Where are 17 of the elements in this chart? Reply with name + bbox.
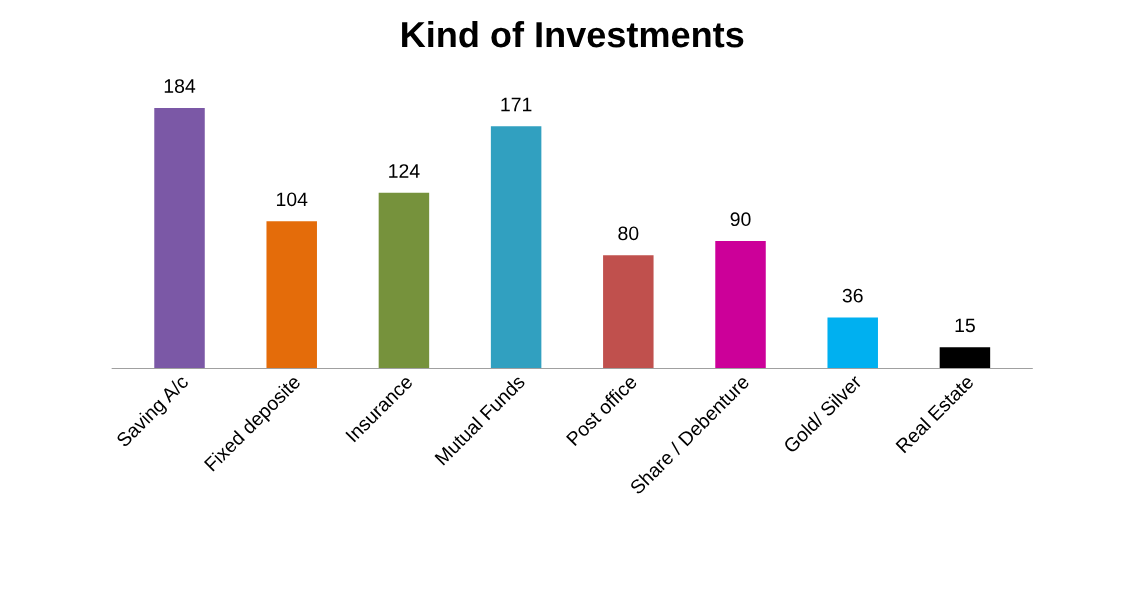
data-label: 36 [842,288,863,303]
bar [827,317,878,369]
data-label: 15 [955,318,975,333]
chart-title: Kind of Investments [402,20,744,48]
bar [490,126,542,369]
bar [266,221,317,369]
data-label: 90 [730,212,751,227]
bar [378,192,430,369]
bar [939,347,991,369]
data-label: 171 [501,97,532,112]
data-label: 184 [164,79,196,93]
data-label: 104 [276,192,308,207]
data-label: 124 [389,164,420,178]
bar [603,255,654,369]
data-label: 80 [618,226,639,241]
bar [715,241,766,369]
bar [154,107,205,369]
